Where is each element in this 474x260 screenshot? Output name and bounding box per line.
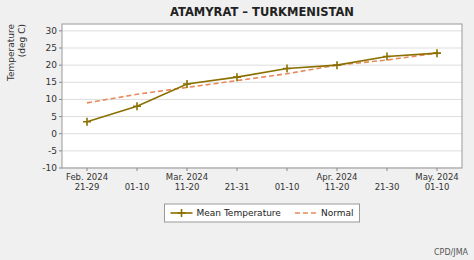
tick <box>187 168 188 171</box>
tick-label: 5 <box>51 112 57 122</box>
tick-label-line: Feb. 2024 <box>66 172 108 182</box>
grid-line <box>62 116 462 117</box>
tick-label-line: Apr. 2024 <box>317 172 358 182</box>
tick-label: 01-10 <box>125 182 150 192</box>
tick-label: Mar. 202411-20 <box>166 172 208 192</box>
tick-label-line: 01-10 <box>425 182 450 192</box>
tick <box>137 168 138 171</box>
tick-label-line: 01-10 <box>125 182 150 192</box>
grid-line <box>62 82 462 83</box>
tick-label-line: 01-10 <box>275 182 300 192</box>
tick <box>87 168 88 171</box>
title: ATAMYRAT – TURKMENISTAN <box>170 5 354 19</box>
grid-line <box>62 150 462 151</box>
marker <box>133 102 141 110</box>
tick-label: Apr. 202411-20 <box>317 172 358 192</box>
legend-item: Normal <box>295 208 354 218</box>
chart: -10 -5 0 5 10 15 20 25 30 Feb. 202421-29 01-10 Mar.… <box>0 0 474 260</box>
frame <box>62 24 462 168</box>
legend-item: Mean Temperature <box>171 208 282 218</box>
grid-line <box>62 65 462 66</box>
data-layer <box>83 49 441 126</box>
marker <box>283 65 291 73</box>
tick-label: 0 <box>51 129 57 139</box>
marker <box>433 49 441 57</box>
grid-line <box>62 30 462 31</box>
legend-box <box>165 204 360 222</box>
annotation: CPD/JMA <box>434 248 469 257</box>
axis-label-line: (deg C) <box>17 24 27 57</box>
tick-label-line: 21-31 <box>225 182 250 192</box>
tick <box>287 168 288 171</box>
marker <box>183 80 191 88</box>
tick-label: 30 <box>46 26 58 36</box>
tick-label: 10 <box>46 94 58 104</box>
legend-label: Normal <box>321 208 354 218</box>
tick <box>437 168 438 171</box>
legend-label: Mean Temperature <box>197 208 282 218</box>
tick <box>237 168 238 171</box>
grid-line <box>62 133 462 134</box>
tick-label: May. 202401-10 <box>415 172 458 192</box>
marker <box>83 118 91 126</box>
series-line <box>87 53 437 122</box>
marker <box>383 53 391 61</box>
tick-label: -10 <box>42 163 57 173</box>
legend-marker <box>178 209 186 217</box>
tick-label: 21-31 <box>225 182 250 192</box>
legend: Mean Temperature Normal <box>165 204 360 222</box>
background <box>0 0 474 260</box>
legend-swatch <box>295 212 317 214</box>
series-line <box>87 53 437 103</box>
tick-label: 01-10 <box>275 182 300 192</box>
tick-label-line: 11-20 <box>325 182 350 192</box>
tick-label: 15 <box>46 77 57 87</box>
marker <box>333 61 341 69</box>
grid-line <box>62 99 462 100</box>
tick-label: 20 <box>46 60 58 70</box>
tick-label-line: May. 2024 <box>415 172 458 182</box>
marker <box>233 73 241 81</box>
tick <box>387 168 388 171</box>
grid-line <box>62 48 462 49</box>
tick-label-line: 21-30 <box>375 182 400 192</box>
tick-label-line: 11-20 <box>175 182 200 192</box>
tick-label-line: 21-29 <box>75 182 100 192</box>
tick-label: Feb. 202421-29 <box>66 172 108 192</box>
tick-label: -5 <box>48 146 57 156</box>
axis-label: Temperature(deg C) <box>6 24 27 82</box>
tick <box>337 168 338 171</box>
tick-label-line: Mar. 2024 <box>166 172 208 182</box>
plot-area <box>62 24 462 168</box>
axis-label-line: Temperature <box>6 24 16 82</box>
tick-label: 21-30 <box>375 182 400 192</box>
tick-label: 25 <box>46 43 57 53</box>
